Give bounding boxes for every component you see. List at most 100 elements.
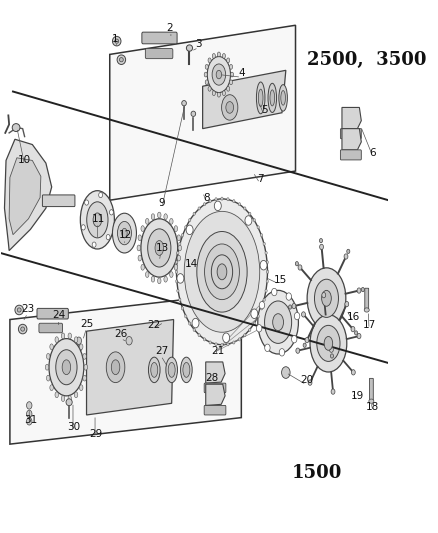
Circle shape xyxy=(238,203,240,206)
Circle shape xyxy=(265,289,267,292)
Circle shape xyxy=(251,309,258,319)
Circle shape xyxy=(244,207,246,210)
Circle shape xyxy=(188,322,191,325)
Text: 5: 5 xyxy=(261,105,268,115)
Ellipse shape xyxy=(61,395,65,401)
Ellipse shape xyxy=(324,336,333,350)
Circle shape xyxy=(227,198,229,201)
Ellipse shape xyxy=(141,219,178,277)
Ellipse shape xyxy=(117,221,131,245)
Circle shape xyxy=(181,233,184,237)
Ellipse shape xyxy=(141,264,145,270)
Ellipse shape xyxy=(61,333,65,339)
Circle shape xyxy=(215,198,217,201)
Ellipse shape xyxy=(212,91,215,95)
Circle shape xyxy=(256,325,262,332)
Text: 16: 16 xyxy=(347,312,360,322)
Ellipse shape xyxy=(93,213,102,227)
Circle shape xyxy=(126,336,132,345)
Ellipse shape xyxy=(17,308,21,312)
Ellipse shape xyxy=(80,191,114,249)
Ellipse shape xyxy=(83,375,86,381)
Circle shape xyxy=(260,307,263,310)
Ellipse shape xyxy=(307,268,346,329)
Ellipse shape xyxy=(45,365,49,370)
Circle shape xyxy=(176,280,178,283)
Circle shape xyxy=(249,212,251,215)
Ellipse shape xyxy=(62,360,71,375)
Circle shape xyxy=(110,209,113,215)
Circle shape xyxy=(27,402,32,409)
Ellipse shape xyxy=(208,58,211,63)
Ellipse shape xyxy=(50,385,53,391)
Ellipse shape xyxy=(145,272,149,278)
Ellipse shape xyxy=(223,91,226,95)
Ellipse shape xyxy=(204,72,207,77)
Ellipse shape xyxy=(55,337,58,343)
FancyBboxPatch shape xyxy=(145,49,173,59)
FancyBboxPatch shape xyxy=(39,323,63,333)
Circle shape xyxy=(198,207,200,210)
Circle shape xyxy=(179,242,181,245)
Polygon shape xyxy=(10,293,241,444)
Ellipse shape xyxy=(289,305,292,309)
Circle shape xyxy=(282,367,290,378)
Ellipse shape xyxy=(148,229,171,267)
Polygon shape xyxy=(206,384,225,406)
Circle shape xyxy=(99,192,102,198)
Ellipse shape xyxy=(303,343,306,348)
Ellipse shape xyxy=(122,228,127,238)
Ellipse shape xyxy=(155,240,163,255)
Ellipse shape xyxy=(208,86,211,91)
Circle shape xyxy=(266,270,269,273)
Circle shape xyxy=(192,318,199,328)
Ellipse shape xyxy=(106,352,125,383)
Circle shape xyxy=(186,225,193,235)
Text: 8: 8 xyxy=(203,192,210,203)
Ellipse shape xyxy=(217,264,227,280)
Circle shape xyxy=(244,334,246,337)
Circle shape xyxy=(294,312,300,320)
Ellipse shape xyxy=(273,314,283,330)
Ellipse shape xyxy=(212,64,226,85)
Circle shape xyxy=(106,235,110,240)
Ellipse shape xyxy=(270,90,275,106)
Ellipse shape xyxy=(230,72,233,77)
Ellipse shape xyxy=(68,395,71,401)
Ellipse shape xyxy=(279,85,287,111)
Text: 13: 13 xyxy=(155,243,169,253)
Text: 23: 23 xyxy=(21,304,34,314)
Circle shape xyxy=(215,343,217,346)
Ellipse shape xyxy=(174,264,178,270)
Circle shape xyxy=(209,199,211,203)
Ellipse shape xyxy=(321,290,331,306)
Ellipse shape xyxy=(330,354,333,358)
Ellipse shape xyxy=(292,303,296,309)
Circle shape xyxy=(238,338,240,341)
Text: 4: 4 xyxy=(238,68,245,78)
Ellipse shape xyxy=(151,214,155,220)
Circle shape xyxy=(266,261,268,264)
Ellipse shape xyxy=(174,225,178,231)
Ellipse shape xyxy=(216,70,222,79)
Ellipse shape xyxy=(117,55,126,64)
Ellipse shape xyxy=(369,399,374,403)
Ellipse shape xyxy=(182,101,187,106)
Text: 3: 3 xyxy=(195,39,202,49)
Circle shape xyxy=(221,197,223,200)
Circle shape xyxy=(233,341,235,344)
Circle shape xyxy=(177,251,179,254)
Ellipse shape xyxy=(74,392,78,398)
Ellipse shape xyxy=(49,338,84,396)
Ellipse shape xyxy=(310,315,347,372)
Ellipse shape xyxy=(226,102,233,114)
Text: 17: 17 xyxy=(362,320,376,330)
Ellipse shape xyxy=(230,64,233,69)
Circle shape xyxy=(76,353,81,360)
Ellipse shape xyxy=(79,385,83,391)
Text: 30: 30 xyxy=(67,422,81,432)
Ellipse shape xyxy=(226,58,230,63)
FancyBboxPatch shape xyxy=(142,32,177,44)
FancyBboxPatch shape xyxy=(340,150,361,160)
Text: 1500: 1500 xyxy=(292,464,342,482)
